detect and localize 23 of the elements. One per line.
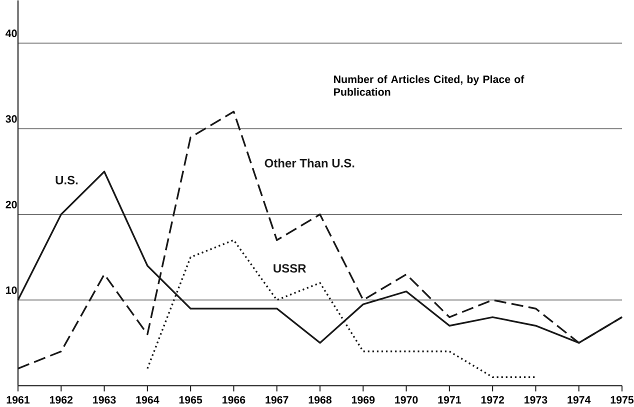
x-tick-label: 1969	[352, 396, 375, 404]
y-tick-label: 40	[6, 30, 17, 38]
x-tick-label: 1967	[266, 396, 288, 404]
x-tick-label: 1971	[438, 396, 461, 404]
x-tick-label: 1974	[568, 396, 591, 404]
x-tick-label: 1972	[481, 396, 504, 404]
series-label: USSR	[274, 264, 306, 273]
y-tick-label: 10	[6, 286, 17, 294]
series-label: Other Than U.S.	[264, 158, 354, 168]
x-tick-label: 1964	[136, 396, 160, 404]
x-tick-label: 1966	[222, 396, 246, 404]
x-tick-label: 1962	[50, 396, 73, 404]
x-tick-label: 1961	[6, 396, 30, 404]
text: Number of Articles Cited, by Place of Publication	[334, 75, 524, 96]
series-label: U.S.	[56, 176, 78, 184]
x-tick-label: 1973	[524, 396, 548, 404]
x-tick-label: 1968	[308, 396, 332, 404]
y-tick-label: 20	[6, 200, 17, 208]
y-tick-label: 30	[6, 115, 17, 123]
x-tick-label: 1965	[179, 396, 202, 404]
x-tick-label: 1970	[395, 396, 418, 404]
x-tick-label: 1975	[610, 396, 634, 404]
x-tick-label: 1963	[93, 396, 116, 404]
